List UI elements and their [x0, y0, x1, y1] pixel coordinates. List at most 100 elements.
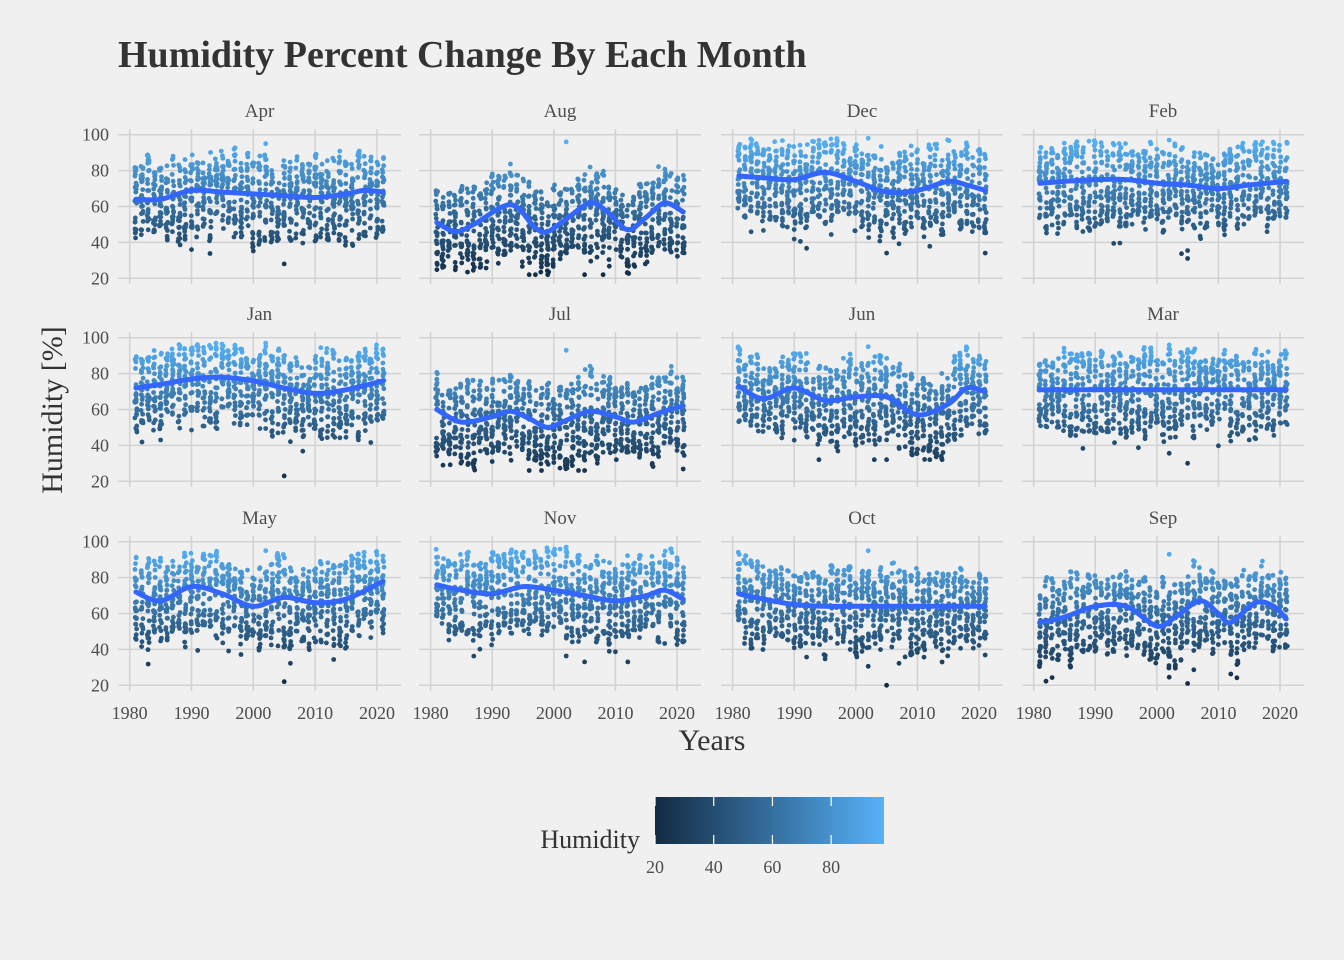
- data-point: [1271, 154, 1276, 160]
- data-point: [792, 158, 797, 164]
- data-point: [619, 202, 625, 208]
- data-point: [883, 209, 889, 215]
- data-point: [649, 244, 654, 250]
- data-point: [1104, 163, 1110, 168]
- data-point: [864, 153, 870, 159]
- data-point: [655, 184, 661, 190]
- data-point: [637, 236, 643, 241]
- data-point: [476, 208, 482, 214]
- data-point: [784, 224, 790, 230]
- data-point: [238, 197, 244, 203]
- data-point: [331, 378, 337, 383]
- data-point: [854, 209, 859, 215]
- data-point: [477, 237, 483, 243]
- data-point: [1091, 154, 1097, 160]
- data-point: [342, 222, 348, 228]
- data-point: [853, 170, 858, 176]
- data-point: [288, 439, 293, 445]
- data-point: [970, 162, 976, 168]
- data-point: [1215, 210, 1221, 216]
- data-point: [177, 346, 183, 352]
- data-point: [263, 370, 268, 376]
- data-point: [594, 254, 600, 260]
- data-point: [1283, 205, 1288, 211]
- data-point: [319, 226, 325, 232]
- data-point: [1142, 151, 1148, 157]
- data-point: [792, 153, 797, 159]
- data-point: [1061, 221, 1066, 227]
- data-point: [1124, 212, 1130, 217]
- data-point: [661, 217, 667, 223]
- data-point: [1130, 207, 1136, 213]
- data-point: [1098, 140, 1104, 146]
- y-tick-label: 80: [91, 161, 109, 181]
- data-point: [1123, 141, 1128, 147]
- data-point: [251, 357, 256, 363]
- data-point: [225, 348, 231, 354]
- data-point: [145, 188, 151, 193]
- data-point: [287, 382, 293, 387]
- data-point: [264, 172, 269, 178]
- data-point: [804, 142, 810, 148]
- data-point: [231, 206, 237, 212]
- data-point: [1277, 142, 1282, 148]
- data-point: [361, 195, 367, 201]
- data-point: [132, 226, 138, 232]
- data-point: [257, 237, 263, 243]
- data-point: [1044, 190, 1050, 195]
- data-point: [164, 163, 170, 169]
- data-point: [675, 253, 680, 259]
- data-point: [282, 222, 287, 228]
- data-point: [307, 188, 313, 194]
- data-point: [1086, 209, 1092, 215]
- data-point: [1055, 231, 1060, 237]
- data-point: [212, 156, 218, 162]
- data-point: [1222, 232, 1227, 238]
- data-point: [293, 428, 299, 433]
- data-point: [331, 181, 336, 186]
- data-point: [606, 257, 612, 262]
- data-point: [902, 174, 907, 180]
- data-point: [367, 184, 373, 190]
- data-point: [539, 234, 544, 240]
- data-point: [644, 253, 649, 258]
- data-point: [483, 239, 488, 245]
- data-point: [852, 228, 858, 234]
- data-point: [163, 356, 169, 361]
- data-point: [840, 192, 846, 198]
- data-point: [176, 352, 182, 358]
- data-point: [841, 187, 847, 193]
- data-point: [798, 220, 804, 225]
- data-point: [176, 342, 182, 347]
- data-point: [1241, 202, 1247, 208]
- data-point: [1221, 169, 1227, 175]
- data-point: [380, 227, 385, 233]
- data-point: [355, 175, 361, 180]
- chart-title: Humidity Percent Change By Each Month: [118, 34, 807, 76]
- data-point: [299, 422, 305, 428]
- data-point: [772, 192, 778, 197]
- data-point: [170, 367, 176, 373]
- data-point: [760, 150, 766, 156]
- data-point: [1143, 196, 1148, 202]
- data-point: [470, 195, 476, 201]
- data-point: [214, 195, 219, 201]
- data-point: [576, 233, 582, 238]
- data-point: [1073, 203, 1079, 209]
- data-point: [374, 196, 379, 202]
- data-point: [319, 359, 325, 364]
- data-point: [742, 166, 748, 172]
- data-point: [294, 222, 299, 227]
- data-point: [170, 402, 176, 408]
- data-point: [551, 203, 557, 209]
- data-point: [138, 392, 144, 397]
- data-point: [489, 245, 495, 251]
- data-point: [331, 416, 337, 421]
- data-point: [282, 182, 287, 188]
- data-point: [760, 218, 765, 224]
- data-point: [239, 393, 244, 398]
- data-point: [760, 196, 765, 201]
- data-point: [847, 156, 853, 161]
- data-point: [268, 204, 274, 210]
- data-point: [774, 148, 779, 154]
